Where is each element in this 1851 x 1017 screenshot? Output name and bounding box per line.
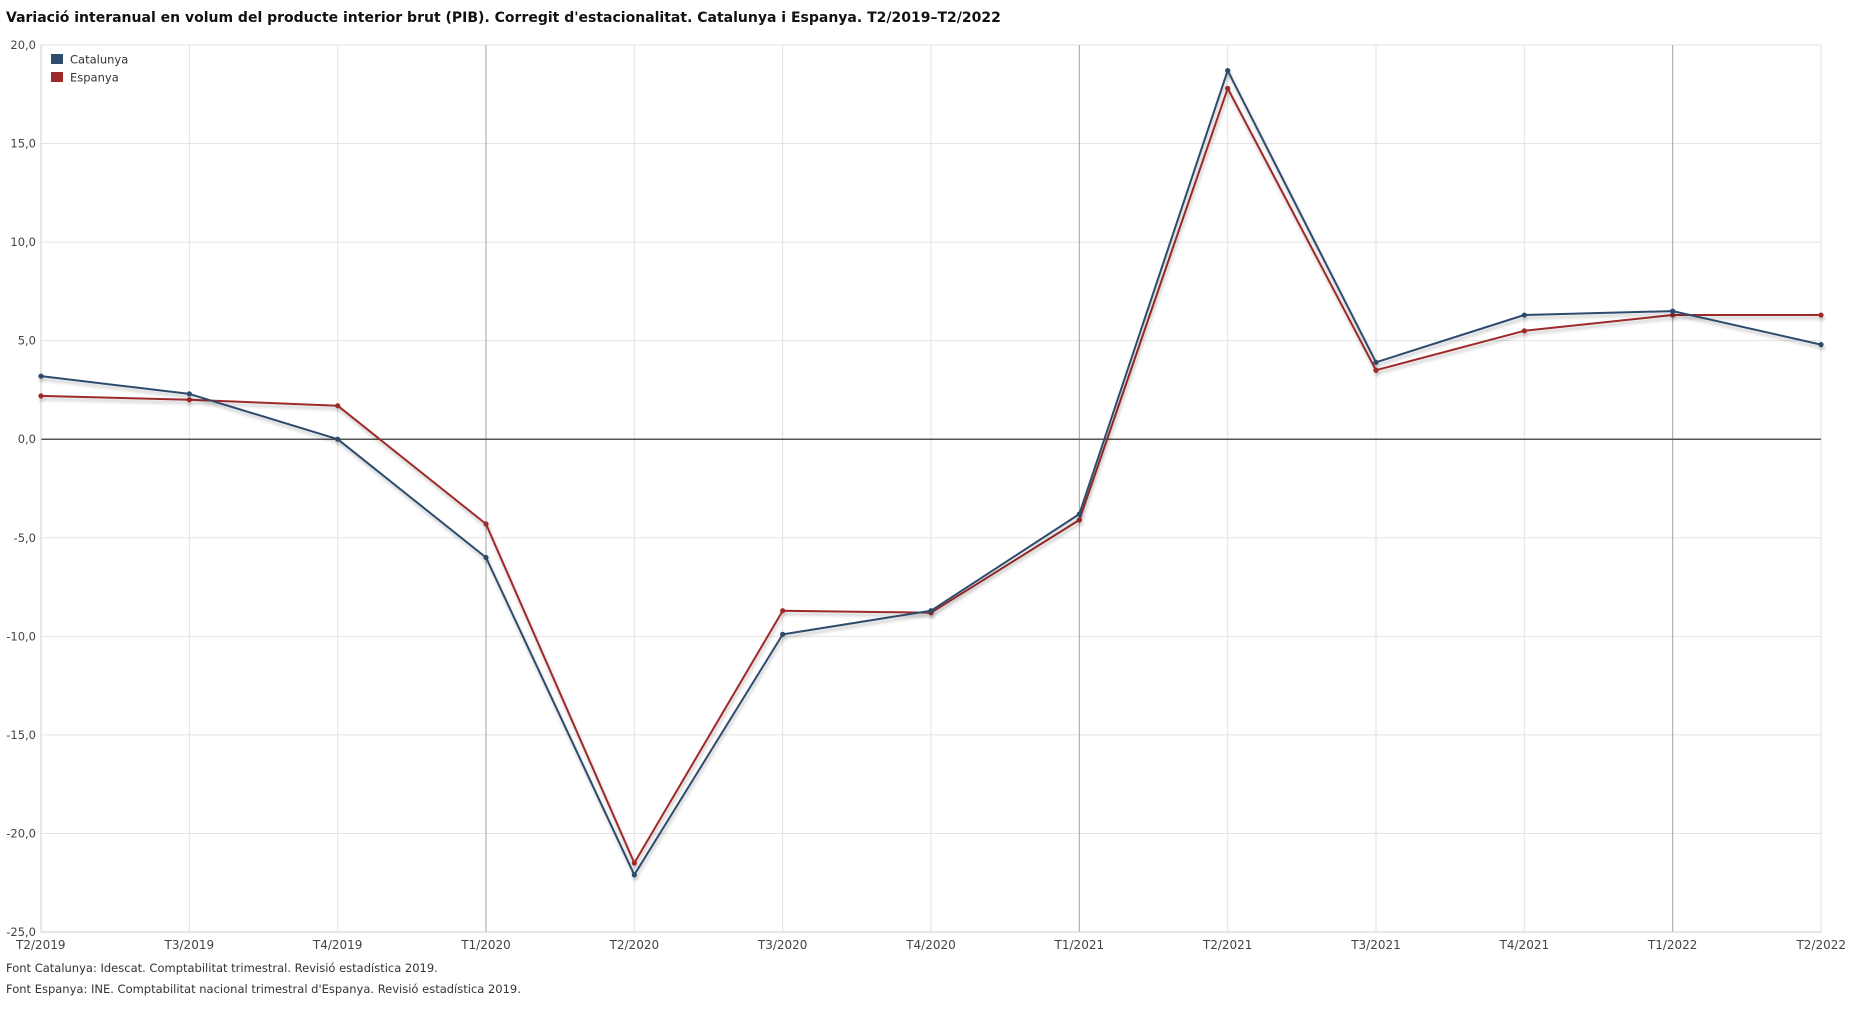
y-tick-label: 0,0 — [18, 432, 36, 446]
x-tick-label: T4/2019 — [312, 938, 363, 952]
data-point-espanya — [1373, 367, 1379, 373]
y-tick-label: -25,0 — [6, 925, 36, 939]
data-point-espanya — [335, 403, 341, 409]
chart-title: Variació interanual en volum del product… — [6, 10, 1001, 26]
y-tick-label: 15,0 — [10, 137, 36, 151]
y-tick-label: -5,0 — [14, 531, 36, 545]
legend-label-espanya: Espanya — [70, 71, 119, 85]
data-point-espanya — [631, 860, 637, 866]
legend-swatch-espanya — [51, 72, 63, 82]
data-point-espanya — [780, 608, 786, 614]
series-catalunya — [38, 68, 1824, 878]
legend: Catalunya Espanya — [51, 53, 128, 85]
data-point-catalunya — [483, 554, 489, 561]
y-tick-label: 20,0 — [10, 38, 36, 52]
data-point-catalunya — [186, 391, 192, 397]
data-point-espanya — [38, 393, 44, 399]
data-point-catalunya — [1076, 511, 1082, 517]
data-point-catalunya — [335, 436, 341, 442]
data-point-espanya — [1521, 328, 1527, 334]
data-point-espanya — [1670, 312, 1676, 318]
x-tick-label: T2/2022 — [1795, 938, 1846, 952]
series-layer — [38, 68, 1824, 878]
data-point-catalunya — [1521, 312, 1527, 318]
data-point-catalunya — [928, 608, 934, 614]
data-point-catalunya — [1818, 342, 1824, 348]
x-tick-label: T3/2019 — [164, 938, 215, 952]
x-tick-label: T3/2021 — [1350, 938, 1401, 952]
y-tick-label: 5,0 — [18, 334, 36, 348]
y-tick-label: 10,0 — [10, 235, 36, 249]
x-tick-label: T2/2019 — [15, 938, 66, 952]
source-espanya: Font Espanya: INE. Comptabilitat naciona… — [6, 982, 521, 996]
data-point-catalunya — [780, 631, 786, 637]
data-point-espanya — [1076, 517, 1082, 523]
data-point-catalunya — [1670, 308, 1676, 314]
axis-layer: 20,0 15,0 10,0 5,0 0,0 -5,0 -10,0 -15,0 -20,0 -25… — [6, 38, 1846, 952]
legend-swatch-catalunya — [51, 54, 63, 64]
data-point-catalunya — [1225, 68, 1231, 74]
x-tick-label: T3/2020 — [757, 938, 808, 952]
x-tick-label: T4/2020 — [905, 938, 956, 952]
data-point-espanya — [1818, 312, 1824, 318]
data-point-catalunya — [38, 373, 44, 379]
data-point-catalunya — [1373, 359, 1379, 365]
x-tick-label: T4/2021 — [1499, 938, 1550, 952]
grid-layer — [40, 44, 1822, 933]
x-tick-label: T1/2020 — [460, 938, 511, 952]
y-tick-label: -15,0 — [6, 728, 36, 742]
data-point-espanya — [186, 397, 192, 403]
data-point-catalunya — [631, 872, 637, 878]
x-tick-label: T1/2022 — [1647, 938, 1698, 952]
legend-label-catalunya: Catalunya — [70, 53, 128, 67]
data-point-espanya — [1225, 85, 1231, 91]
y-tick-label: -10,0 — [6, 629, 36, 643]
x-tick-label: T2/2020 — [609, 938, 660, 952]
y-tick-label: -20,0 — [6, 826, 36, 840]
data-point-espanya — [483, 521, 489, 527]
x-tick-label: T2/2021 — [1202, 938, 1253, 952]
x-tick-label: T1/2021 — [1054, 938, 1105, 952]
source-catalunya: Font Catalunya: Idescat. Comptabilitat t… — [6, 961, 438, 975]
